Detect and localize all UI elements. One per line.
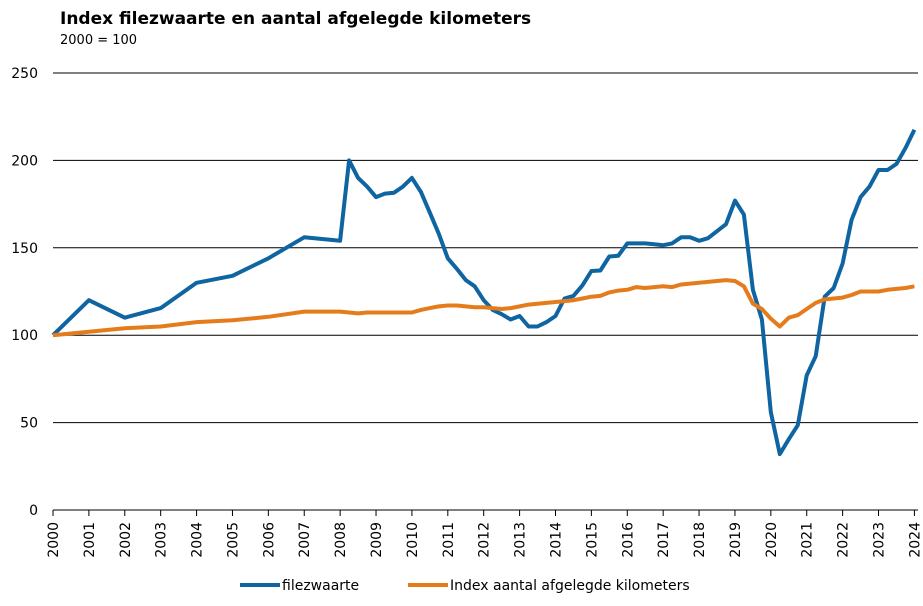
y-tick-label: 200 xyxy=(11,153,38,169)
x-tick-label: 2006 xyxy=(261,522,277,558)
x-tick-label: 2021 xyxy=(800,522,816,558)
y-tick-label: 100 xyxy=(11,328,38,344)
x-tick-label: 2019 xyxy=(728,522,744,558)
x-tick-label: 2009 xyxy=(369,522,385,558)
x-tick-label: 2016 xyxy=(620,522,636,558)
x-tick-label: 2000 xyxy=(46,522,62,558)
x-tick-label: 2008 xyxy=(333,522,349,558)
x-tick-label: 2005 xyxy=(225,522,241,558)
x-tick-label: 2004 xyxy=(190,522,206,558)
x-tick-label: 2020 xyxy=(764,522,780,558)
x-tick-label: 2018 xyxy=(692,522,708,558)
x-tick-label: 2014 xyxy=(548,522,564,558)
x-tick-label: 2023 xyxy=(872,522,888,558)
y-tick-label: 0 xyxy=(29,503,38,519)
x-tick-label: 2002 xyxy=(118,522,134,558)
x-tick-label: 2012 xyxy=(477,522,493,558)
x-tick-label: 2010 xyxy=(405,522,421,558)
x-tick-label: 2001 xyxy=(82,522,98,558)
line xyxy=(51,128,917,457)
y-tick-label: 150 xyxy=(11,241,38,257)
chart-subtitle: 2000 = 100 xyxy=(60,33,137,48)
chart-title: Index filezwaarte en aantal afgelegde ki… xyxy=(60,9,531,29)
y-tick-label: 50 xyxy=(20,416,38,432)
x-tick-label: 2013 xyxy=(513,522,529,558)
x-tick-label: 2007 xyxy=(297,522,313,558)
x-tick-label: 2011 xyxy=(441,522,457,558)
x-tick-label: 2015 xyxy=(584,522,600,558)
line xyxy=(52,278,915,338)
legend-label: filezwaarte xyxy=(282,578,359,594)
x-tick-label: 2003 xyxy=(154,522,170,558)
x-tick-label: 2024 xyxy=(907,522,923,558)
y-tick-label: 250 xyxy=(11,66,38,82)
legend-label: Index aantal afgelegde kilometers xyxy=(450,578,690,594)
x-tick-label: 2022 xyxy=(836,522,852,558)
x-tick-label: 2017 xyxy=(656,522,672,558)
